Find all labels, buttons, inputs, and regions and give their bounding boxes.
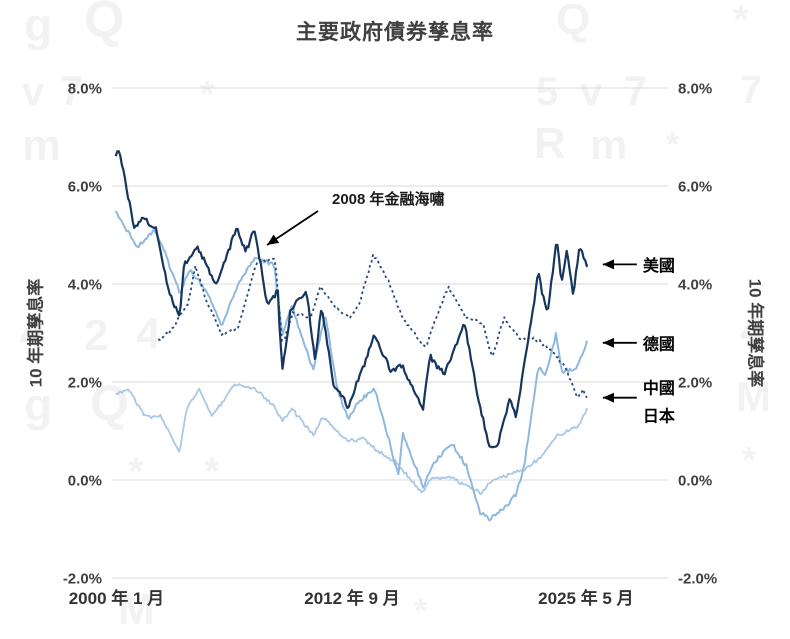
y-tick-right: 6.0% — [678, 178, 712, 195]
x-tick-label: 2000 年 1 月 — [69, 588, 164, 608]
legend-label-us: 美國 — [643, 256, 675, 275]
series-line-japan — [115, 383, 588, 496]
series-line-china — [157, 253, 588, 399]
annotation-2008: 2008 年金融海嘯 — [332, 190, 445, 208]
chart-title: 主要政府債券孳息率 — [296, 21, 494, 44]
x-tick-label: 2012 年 9 月 — [304, 588, 399, 608]
y-tick-left: 0.0% — [68, 472, 102, 489]
series-line-us — [114, 150, 588, 449]
y-tick-right: -2.0% — [678, 570, 717, 587]
x-tick-label: 2025 年 5 月 — [538, 588, 633, 608]
y-tick-left: -2.0% — [63, 570, 102, 587]
y-tick-left: 4.0% — [68, 276, 102, 293]
y-tick-right: 2.0% — [678, 374, 712, 391]
y-tick-left: 6.0% — [68, 178, 102, 195]
y-tick-left: 8.0% — [68, 80, 102, 97]
y-tick-right: 0.0% — [678, 472, 712, 489]
y-tick-right: 8.0% — [678, 80, 712, 97]
y-tick-left: 2.0% — [68, 374, 102, 391]
legend-label-china: 中國 — [643, 378, 675, 397]
series-line-germany — [114, 210, 588, 522]
legend-label-germany: 德國 — [643, 334, 675, 353]
legend-label-japan: 日本 — [643, 407, 675, 426]
annotation-arrow — [266, 210, 319, 246]
y-tick-right: 4.0% — [678, 276, 712, 293]
